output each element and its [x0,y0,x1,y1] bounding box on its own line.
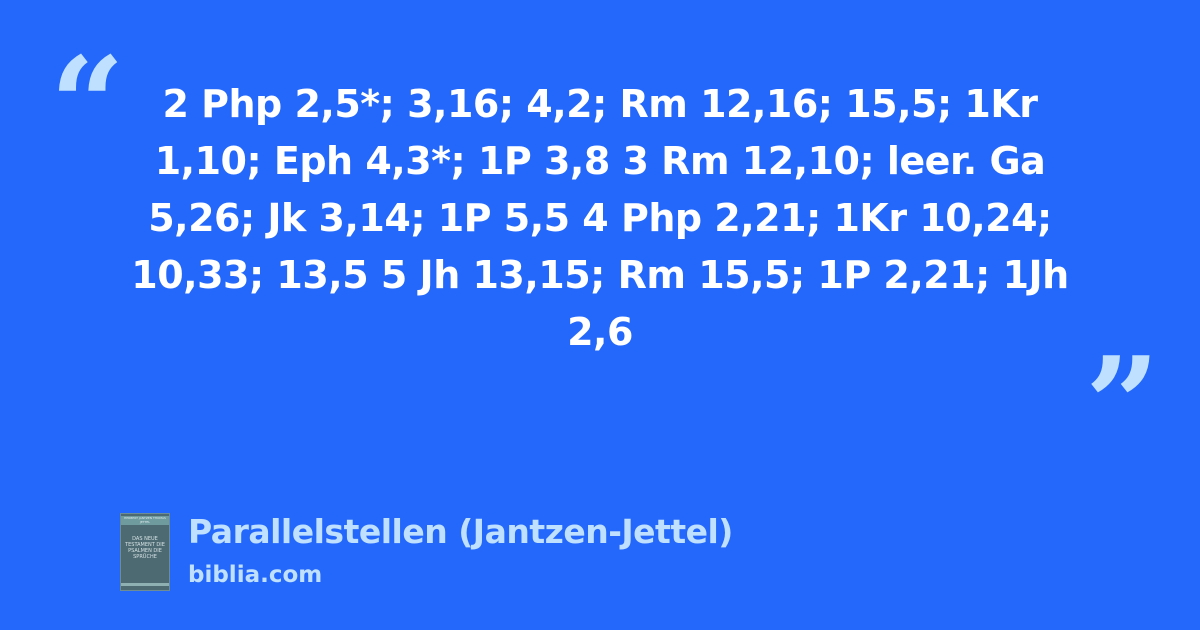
open-quote-icon: “ [50,28,125,181]
cover-band-bottom [121,583,169,586]
book-cover-image: HERBERT JANTZEN THOMAS JETTEL DAS NEUE T… [120,513,170,591]
source-site-link[interactable]: biblia.com [188,562,323,588]
cover-authors: HERBERT JANTZEN THOMAS JETTEL [124,516,166,524]
quote-text: 2 Php 2,5*; 3,16; 4,2; Rm 12,16; 15,5; 1… [131,82,1069,354]
source-title: Parallelstellen (Jantzen-Jettel) [188,512,733,551]
close-quote-icon: ” [1085,328,1160,481]
cover-title: DAS NEUE TESTAMENT DIE PSALMEN DIE SPRÜC… [125,536,165,560]
cover-band [121,516,169,525]
